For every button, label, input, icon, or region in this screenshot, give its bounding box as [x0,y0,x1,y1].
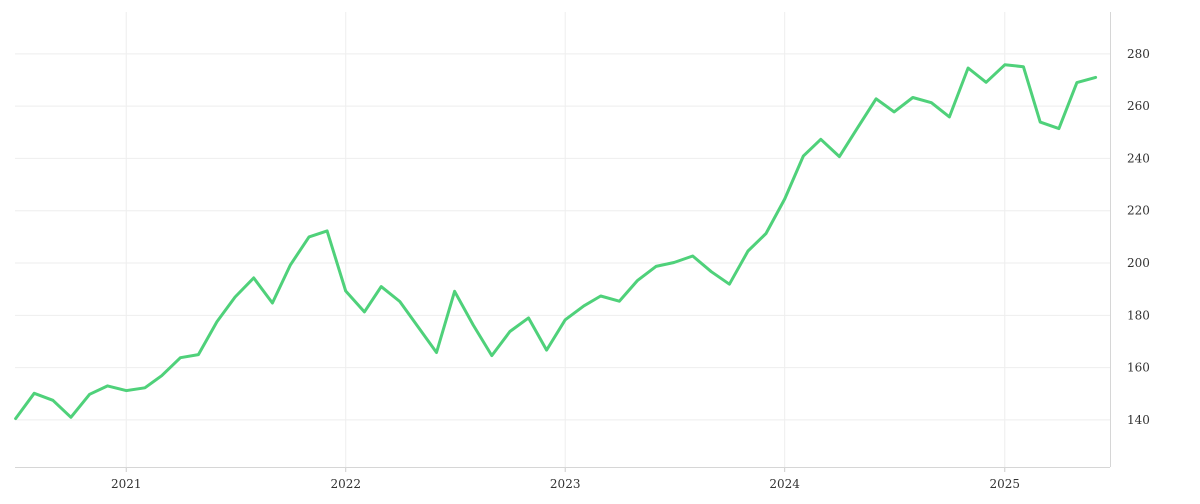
data-point [345,290,347,292]
data-point [1058,127,1060,129]
data-point [472,324,474,326]
data-point [216,320,218,322]
data-point [509,330,511,332]
data-point [125,389,127,391]
data-point [234,296,236,298]
data-point [618,300,620,302]
data-point [14,417,16,419]
data-point [326,230,328,232]
data-point [691,255,693,257]
data-point [289,264,291,266]
data-point [564,319,566,321]
data-point [875,98,877,100]
data-point [144,387,146,389]
data-point [930,102,932,104]
data-point [363,311,365,313]
data-point [527,317,529,319]
series-layer [14,63,1098,421]
x-tick-label: 2022 [330,477,361,491]
x-tick-label: 2025 [989,477,1020,491]
x-tick-label: 2023 [550,477,581,491]
data-point [197,353,199,355]
data-point [380,285,382,287]
data-point [106,385,108,387]
y-tick-label: 180 [1127,308,1150,322]
data-point [893,111,895,113]
data-point [967,67,969,69]
x-tick-label: 2024 [769,477,800,491]
data-point [70,416,72,418]
grid-layer [15,12,1110,467]
data-point [838,155,840,157]
y-tick-label: 200 [1127,256,1150,270]
data-point [820,138,822,140]
data-point [88,393,90,395]
data-point [636,279,638,281]
y-tick-label: 260 [1127,99,1150,113]
data-point [599,295,601,297]
data-point [1022,65,1024,67]
data-point [308,236,310,238]
data-point [435,351,437,353]
data-point [271,302,273,304]
data-point [856,127,858,129]
data-point [52,399,54,401]
data-point [1004,64,1006,66]
y-tick-label: 280 [1127,47,1150,61]
data-point [33,392,35,394]
data-point [583,305,585,307]
series-line [14,63,1098,421]
x-tick-label: 2021 [111,477,142,491]
data-point [655,265,657,267]
data-point [747,250,749,252]
y-tick-label: 240 [1127,151,1150,165]
data-point [545,349,547,351]
data-point [948,116,950,118]
data-point [417,325,419,327]
data-point [728,283,730,285]
data-point [985,81,987,83]
y-tick-label: 140 [1127,413,1150,427]
data-point [765,232,767,234]
data-point [783,198,785,200]
y-tick-label: 220 [1127,204,1150,218]
data-point [1094,76,1096,78]
data-point [710,270,712,272]
data-point [491,354,493,356]
data-point [179,356,181,358]
axis-layer: 140 160 180 200 220 240 260 280 2021 2022 2023 2024… [15,12,1150,491]
data-point [399,300,401,302]
data-point [1039,121,1041,123]
data-point [673,261,675,263]
data-point [802,155,804,157]
y-tick-label: 160 [1127,361,1150,375]
data-point [912,96,914,98]
data-point [161,375,163,377]
data-point [253,277,255,279]
data-point [453,290,455,292]
data-point [1076,81,1078,83]
